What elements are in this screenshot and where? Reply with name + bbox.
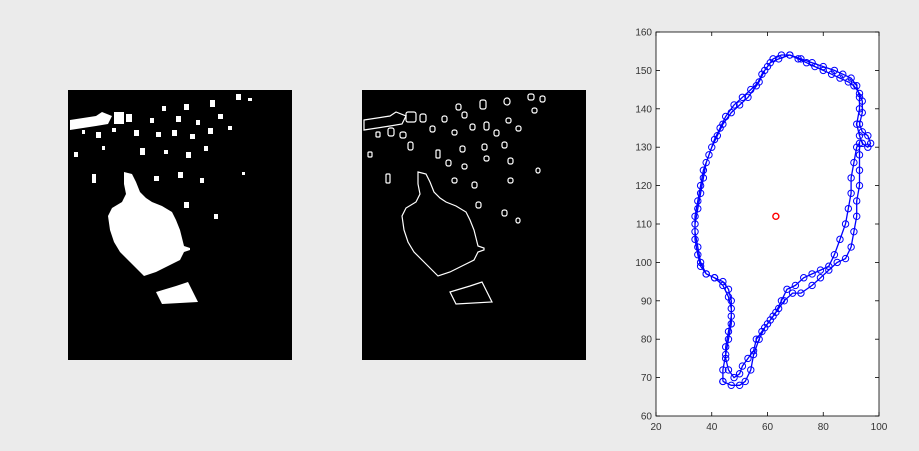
mask-blob	[164, 150, 168, 154]
mask-blob	[112, 128, 116, 132]
binary-mask-image	[68, 90, 292, 360]
mask-blob	[156, 132, 161, 137]
y-tick-label: 60	[641, 412, 653, 423]
mask-blob	[208, 128, 213, 134]
edge-map-image	[362, 90, 586, 360]
y-tick-label: 120	[635, 181, 652, 192]
mask-blob	[140, 148, 145, 155]
mask-blob	[210, 100, 215, 107]
y-tick-label: 150	[635, 66, 652, 77]
x-tick-label: 100	[871, 422, 888, 433]
mask-blob	[162, 106, 166, 111]
mask-blob	[102, 146, 105, 150]
mask-blob	[96, 132, 101, 138]
y-tick-label: 140	[635, 104, 652, 115]
y-tick-label: 110	[636, 220, 652, 231]
y-tick-label: 160	[635, 28, 652, 39]
edge-map-canvas	[362, 90, 586, 360]
mask-blob	[176, 116, 181, 122]
mask-blob	[74, 152, 78, 157]
mask-blob	[172, 130, 177, 136]
mask-blob	[236, 94, 241, 100]
mask-blob	[214, 214, 218, 219]
y-tick-label: 90	[641, 296, 653, 307]
mask-blob	[178, 172, 183, 178]
mask-blob	[200, 178, 204, 183]
mask-blob	[150, 118, 154, 123]
mask-blob	[196, 120, 200, 125]
mask-blob	[154, 176, 159, 181]
mask-blob	[218, 114, 223, 119]
mask-blob	[242, 172, 245, 175]
mask-blob	[186, 152, 191, 158]
mask-background	[68, 90, 292, 360]
y-tick-label: 80	[641, 335, 653, 346]
mask-blob	[134, 130, 139, 136]
mask-blob	[204, 146, 208, 151]
mask-blob	[126, 114, 132, 122]
x-tick-label: 60	[762, 422, 774, 433]
edge-background	[362, 90, 586, 360]
mask-blob	[228, 126, 232, 130]
mask-blob	[184, 104, 189, 110]
boundary-plot: 20 40 60 80 100 60 70 80 90 100 110 120 130 140 150 16…	[620, 20, 919, 451]
x-tick-label: 80	[818, 422, 830, 433]
x-tick-label: 40	[706, 422, 718, 433]
binary-mask-canvas	[68, 90, 292, 360]
y-tick-label: 100	[635, 258, 652, 269]
y-tick-label: 70	[641, 373, 653, 384]
y-tick-label: 130	[635, 143, 652, 154]
mask-blob	[114, 112, 124, 124]
mask-blob	[248, 98, 252, 101]
mask-blob	[82, 130, 85, 134]
mask-blob	[92, 174, 96, 183]
mask-blob	[190, 134, 195, 139]
boundary-plot-canvas: 20 40 60 80 100 60 70 80 90 100 110 120 130 140 150 16…	[620, 20, 919, 451]
mask-blob	[184, 202, 189, 208]
x-tick-label: 20	[650, 422, 662, 433]
